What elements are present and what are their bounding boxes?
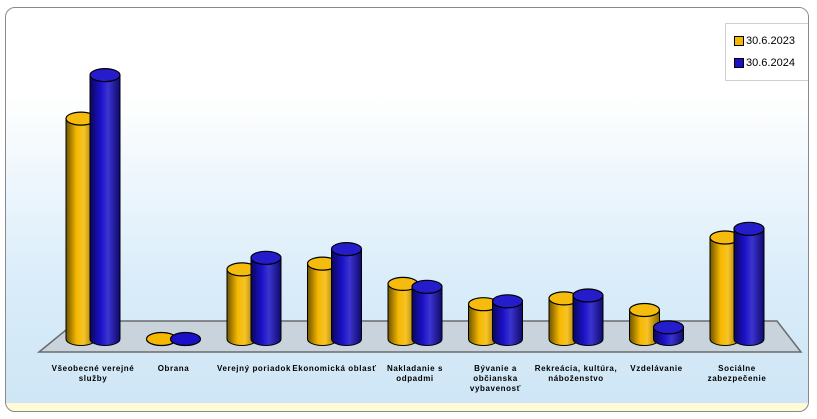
bar-2024-0 [89,67,121,346]
category-label-8: Sociálne zabezpečenie [708,364,767,383]
legend-swatch-2023 [734,36,744,46]
bar-2024-3 [330,242,363,346]
legend-label-2024: 30.6.2024 [746,57,795,69]
bar-2024-4 [411,279,443,346]
bar-chart: Všeobecné verejné služby Obrana Verejný por… [36,67,803,393]
bar-2023-6 [548,291,580,346]
category-label-7: Vzdelávanie [630,364,682,373]
category-label-4: Nakladanie s odpadmi [387,364,443,383]
bar-2023-4 [387,276,419,346]
bar-2023-7 [628,302,661,346]
bar-2024-7 [652,320,685,346]
bar-2024-1 [169,331,202,347]
legend-swatch-2024 [734,58,744,68]
legend-item-2023: 30.6.2023 [734,34,795,48]
bar-2024-2 [250,250,282,346]
category-label-6: Rekreácia, kultúra, náboženstvo [535,364,618,383]
category-label-0: Všeobecné verejné služby [52,364,135,383]
bar-2024-6 [572,288,604,346]
bar-2024-5 [491,294,524,346]
category-label-5: Bývanie a občianska vybavenosť [470,364,521,393]
bar-2023-0 [65,111,97,346]
legend: 30.6.2023 30.6.2024 [725,23,808,81]
legend-item-2024: 30.6.2024 [734,56,795,70]
chart-frame: Všeobecné verejné služby Obrana Verejný por… [5,7,809,412]
bar-2023-3 [306,256,339,346]
legend-label-2023: 30.6.2023 [746,35,795,47]
category-label-1: Obrana [158,364,190,373]
category-label-2: Verejný poriadok [217,364,291,373]
category-label-3: Ekonomická oblasť [292,364,376,373]
bar-2024-8 [733,221,765,346]
